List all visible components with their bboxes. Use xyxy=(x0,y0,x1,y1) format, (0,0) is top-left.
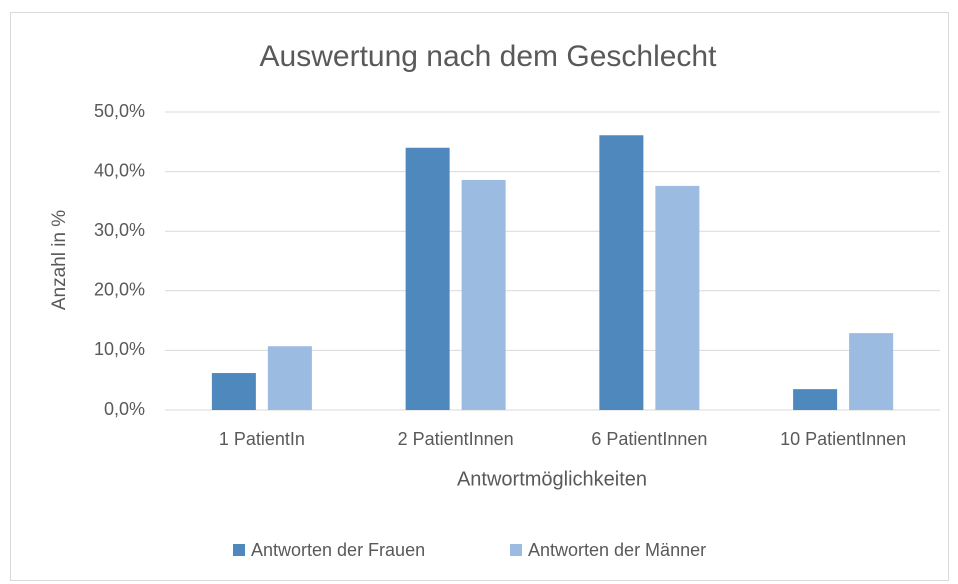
legend-swatch xyxy=(510,544,522,556)
y-tick-label: 40,0% xyxy=(94,160,145,180)
x-tick-label: 10 PatientInnen xyxy=(780,429,906,449)
chart-title: Auswertung nach dem Geschlecht xyxy=(260,40,718,73)
bar xyxy=(211,373,256,410)
y-tick-label: 50,0% xyxy=(94,101,145,121)
x-axis-label: Antwortmöglichkeiten xyxy=(457,468,647,490)
bar xyxy=(461,179,506,410)
legend-label: Antworten der Frauen xyxy=(251,540,425,560)
y-tick-label: 0,0% xyxy=(104,399,145,419)
bar xyxy=(405,147,450,410)
x-tick-label: 2 PatientInnen xyxy=(398,429,514,449)
y-tick-label: 10,0% xyxy=(94,339,145,359)
x-tick-label: 1 PatientIn xyxy=(219,429,305,449)
x-tick-label: 6 PatientInnen xyxy=(591,429,707,449)
legend-swatch xyxy=(233,544,245,556)
bar xyxy=(655,185,700,410)
y-tick-label: 20,0% xyxy=(94,280,145,300)
legend-label: Antworten der Männer xyxy=(528,540,706,560)
bar xyxy=(267,346,312,410)
bar xyxy=(599,135,644,410)
y-tick-label: 30,0% xyxy=(94,220,145,240)
bar xyxy=(849,333,894,410)
bar xyxy=(793,389,838,410)
y-axis-label: Anzahl in % xyxy=(49,210,70,310)
